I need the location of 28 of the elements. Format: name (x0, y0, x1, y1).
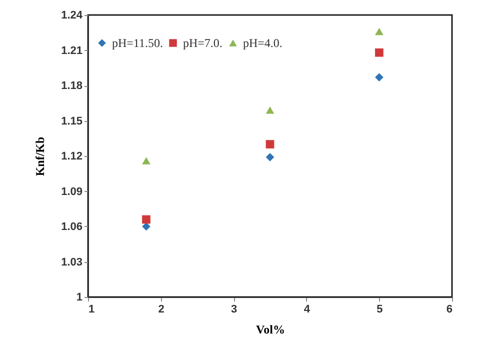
y-tick-label: 1.03 (61, 256, 82, 268)
y-tick-label: 1 (76, 292, 82, 304)
point (266, 152, 274, 162)
legend-label: pH=11.50. (112, 36, 163, 50)
point (142, 215, 150, 224)
x-tick-label: 3 (231, 304, 238, 316)
y-tick-label: 1.12 (61, 150, 82, 162)
y-axis-title: Knf/Kb (33, 136, 48, 176)
x-tick-label: 1 (88, 304, 95, 316)
x-tick-label: 2 (158, 304, 164, 316)
y-tick-label: 1.15 (61, 115, 82, 128)
point (266, 140, 274, 148)
x-tick-label: 4 (304, 304, 311, 316)
y-tick-label: 1.18 (61, 80, 82, 92)
y-tick-label: 1.24 (61, 10, 84, 22)
legend-label: pH=4.0. (243, 36, 282, 50)
y-tick-label: 1.21 (61, 44, 82, 57)
point (375, 28, 384, 36)
point (266, 106, 274, 114)
legend-label: pH=7.0. (183, 36, 222, 50)
point (142, 157, 150, 164)
point (375, 48, 384, 57)
y-tick-label: 1.06 (61, 221, 82, 233)
y-tick-label: 1.09 (61, 186, 82, 198)
x-tick-label: 5 (376, 304, 383, 316)
x-axis-title: Vol% (256, 322, 285, 336)
x-tick-label: 6 (446, 304, 452, 316)
point (375, 73, 384, 82)
